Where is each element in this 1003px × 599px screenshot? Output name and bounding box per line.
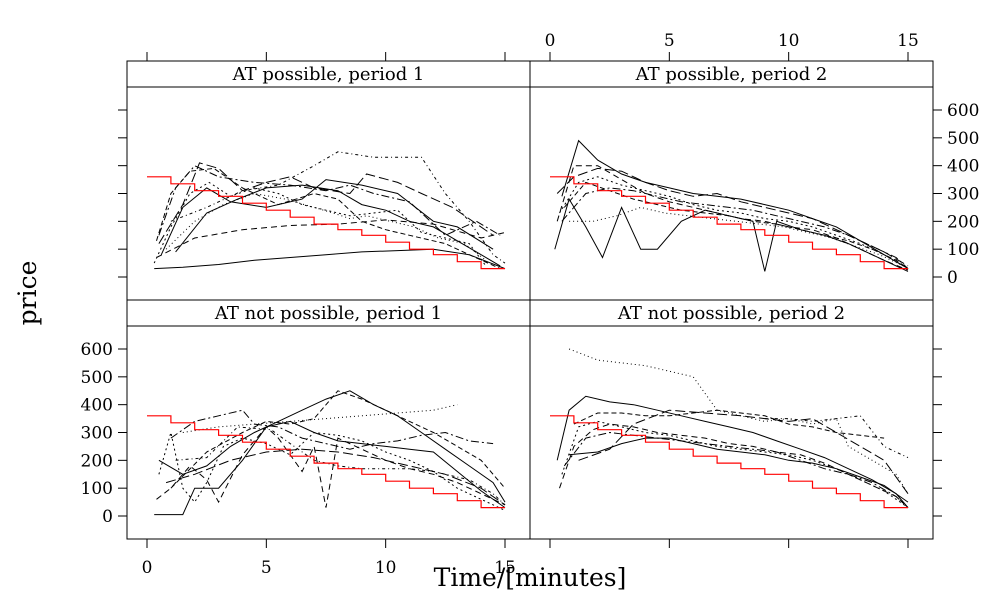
panel-2: AT possible, period 2 (529, 60, 934, 301)
panel-strip: AT not possible, period 1 (126, 299, 531, 327)
x-tick-label: 5 (261, 558, 272, 578)
y-tick-label: 600 (947, 101, 979, 121)
y-tick-label: 200 (947, 212, 979, 232)
panel-3: AT not possible, period 1 (126, 299, 531, 540)
series-line (156, 167, 501, 270)
y-tick-label: 500 (81, 368, 113, 388)
x-tick-label: 0 (142, 558, 153, 578)
y-tick-label: 300 (81, 424, 113, 444)
series-line (170, 151, 506, 264)
series-line (561, 420, 909, 509)
x-axis-title: Time/[minutes] (434, 563, 627, 592)
series-line (561, 139, 909, 270)
series-line (165, 448, 506, 506)
series-line (170, 409, 494, 450)
x-tick-label: 15 (494, 558, 516, 578)
panel-title: AT possible, period 2 (635, 64, 828, 85)
panel-4: AT not possible, period 2 (529, 299, 934, 540)
y-tick-label: 500 (947, 129, 979, 149)
panel-frame (529, 86, 934, 301)
y-tick-label: 400 (947, 157, 979, 177)
series-line (561, 187, 909, 269)
strip-box (126, 60, 531, 88)
y-tick-label: 600 (81, 340, 113, 360)
y-tick-label: 100 (947, 240, 979, 260)
series-line (158, 390, 506, 503)
y-tick-label: 300 (947, 185, 979, 205)
reference-step-line (550, 176, 908, 270)
x-tick-label: 0 (545, 31, 556, 51)
y-tick-label: 400 (81, 396, 113, 416)
series-line (158, 162, 494, 244)
panel-strip: AT not possible, period 2 (529, 299, 934, 327)
series-line (569, 437, 909, 503)
series-line (158, 165, 501, 236)
y-tick-label: 0 (102, 507, 113, 527)
series-line (156, 426, 506, 508)
strip-box (126, 299, 531, 327)
panel-title: AT not possible, period 1 (214, 303, 442, 324)
series-line (556, 167, 909, 267)
series-line (170, 390, 506, 489)
series-line (569, 206, 904, 267)
panel-frame (126, 325, 531, 540)
x-tick-label: 10 (778, 31, 800, 51)
x-tick-label: 5 (664, 31, 675, 51)
panel-strip: AT possible, period 1 (126, 60, 531, 88)
panel-strip: AT possible, period 2 (529, 60, 934, 88)
reference-step-line (550, 415, 908, 509)
x-tick-label: 15 (897, 31, 919, 51)
series-line (165, 192, 487, 261)
series-line (554, 197, 909, 272)
series-line (568, 348, 909, 494)
series-line (559, 176, 909, 270)
series-line (175, 426, 506, 506)
series-line (764, 415, 909, 459)
series-line (158, 431, 506, 511)
panel-1: AT possible, period 1 (126, 60, 531, 301)
panels-group: AT possible, period 1 AT possible, period… (126, 60, 934, 540)
series-line (154, 248, 506, 270)
series-line (556, 395, 909, 508)
x-tick-label: 10 (375, 558, 397, 578)
y-axis-title: price (13, 261, 42, 326)
y-tick-label: 200 (81, 451, 113, 471)
panel-title: AT not possible, period 2 (617, 303, 845, 324)
y-tick-label: 100 (81, 479, 113, 499)
series-line (563, 181, 909, 270)
panel-title: AT possible, period 1 (232, 64, 425, 85)
reference-step-line (147, 176, 505, 270)
series-line (182, 404, 458, 433)
y-tick-label: 0 (947, 268, 958, 288)
series-line (559, 423, 909, 508)
series-line (175, 184, 501, 267)
reference-step-line (147, 415, 505, 509)
